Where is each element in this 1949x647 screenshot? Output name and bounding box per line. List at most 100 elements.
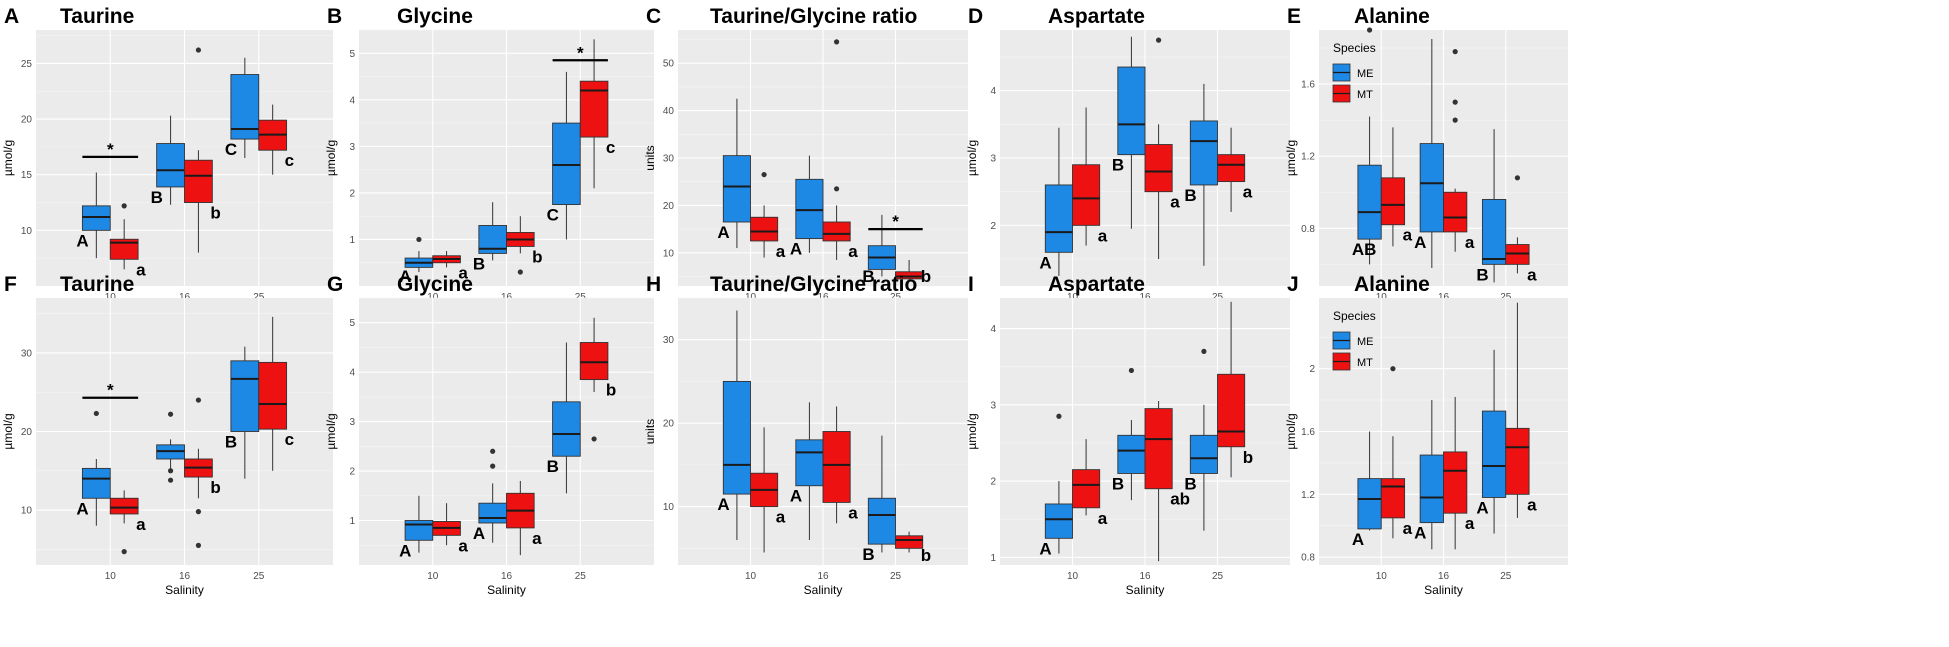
x-tick-label: 16	[179, 292, 191, 303]
box-me	[722, 310, 751, 540]
x-tick-label: 25	[253, 292, 265, 303]
legend-title: Species	[1333, 41, 1376, 55]
y-tick-label: 1	[349, 516, 355, 527]
group-letter: a	[1098, 509, 1108, 528]
panel-e: 0.81.21.6101625Salinityµmol/gEAlanineABa…	[1284, 5, 1568, 318]
box-mt	[1380, 366, 1406, 539]
group-letter: B	[1184, 186, 1196, 205]
y-axis-title: µmol/g	[965, 413, 979, 449]
outlier-point	[1366, 27, 1373, 33]
box-iqr	[867, 497, 896, 545]
box-iqr	[1044, 503, 1073, 539]
panel-h: 10 20 30 10 16 25 Salinity units H Taurine/Glycin…	[643, 273, 968, 597]
group-letter: B	[1184, 474, 1196, 493]
box-iqr	[1117, 434, 1146, 474]
outlier-point	[1452, 99, 1458, 105]
box-iqr	[1380, 177, 1406, 226]
group-letter: A	[717, 223, 729, 242]
panel-title: Taurine	[60, 5, 134, 28]
y-tick-label: 4	[990, 324, 996, 335]
group-letter: a	[1527, 495, 1537, 514]
x-tick-label: 16	[1438, 571, 1450, 582]
box-iqr	[81, 467, 111, 499]
box-mt	[1144, 400, 1173, 562]
panel-a: 10152025101625Salinityµmol/gATaurineAaBb…	[1, 5, 333, 318]
y-tick-label: 4	[349, 95, 355, 106]
x-tick-label: 25	[1500, 571, 1512, 582]
outlier-point	[121, 549, 127, 555]
box-iqr	[1505, 427, 1530, 495]
box-mt	[895, 259, 924, 282]
y-tick-label: 5	[349, 49, 355, 60]
outlier-point	[833, 186, 840, 192]
box-mt	[432, 251, 461, 268]
outlier-point	[1128, 367, 1135, 374]
box-iqr	[156, 143, 185, 188]
box-mt	[579, 39, 609, 189]
significance-star: *	[107, 381, 114, 400]
x-tick-label: 25	[890, 292, 902, 303]
legend-label: ME	[1357, 336, 1374, 348]
y-tick-label: 1.6	[1301, 80, 1315, 91]
panel-letter: B	[327, 5, 342, 28]
outlier-point	[167, 477, 174, 483]
y-tick-label: 2	[990, 221, 996, 232]
group-letter: a	[1403, 226, 1413, 245]
group-letter: b	[921, 267, 931, 286]
y-tick-label: 4	[349, 368, 355, 379]
y-tick-label: 2	[349, 188, 355, 199]
group-letter: c	[606, 138, 615, 157]
box-me	[552, 71, 581, 240]
panel-letter: E	[1287, 5, 1301, 28]
y-tick-label: 1.2	[1301, 152, 1315, 163]
box-me	[795, 402, 824, 540]
outlier-point	[1056, 413, 1062, 419]
y-tick-label: 10	[663, 502, 675, 513]
box-mt	[895, 531, 924, 553]
y-tick-label: 1.2	[1301, 490, 1315, 501]
group-letter: a	[848, 503, 858, 522]
group-letter: ab	[1170, 490, 1190, 509]
panel-letter: A	[4, 5, 19, 28]
x-tick-label: 16	[501, 571, 513, 582]
box-me	[1189, 348, 1218, 531]
box-iqr	[895, 271, 924, 280]
x-tick-label: 25	[575, 571, 587, 582]
x-tick-label: 16	[1139, 571, 1151, 582]
box-mt	[750, 427, 779, 553]
box-mt	[258, 316, 288, 471]
group-letter: A	[76, 499, 88, 518]
x-tick-label: 16	[817, 571, 829, 582]
x-tick-label: 25	[890, 571, 902, 582]
y-tick-label: 3	[990, 400, 996, 411]
box-me	[867, 435, 896, 553]
box-mt	[579, 317, 609, 442]
x-tick-label: 16	[179, 571, 191, 582]
box-mt	[822, 39, 851, 260]
group-letter: A	[1414, 524, 1426, 543]
group-letter: B	[547, 457, 559, 476]
group-letter: B	[151, 188, 163, 207]
outlier-point	[490, 448, 496, 454]
y-tick-label: 1.6	[1301, 427, 1315, 438]
y-tick-label: 20	[663, 419, 675, 430]
group-letter: A	[76, 231, 88, 250]
box-me	[81, 172, 111, 259]
group-letter: A	[1414, 233, 1426, 252]
panel-title: Taurine	[60, 273, 134, 296]
outlier-point	[167, 468, 174, 474]
group-letter: C	[225, 140, 237, 159]
group-letter: B	[473, 254, 485, 273]
group-letter: B	[1112, 474, 1124, 493]
box-iqr	[81, 205, 111, 231]
x-tick-label: 16	[501, 292, 513, 303]
group-letter: A	[1039, 539, 1051, 558]
box-me	[795, 155, 824, 253]
group-letter: a	[1527, 265, 1537, 284]
box-me	[230, 57, 260, 158]
y-axis-title: µmol/g	[1, 413, 15, 449]
box-me	[867, 214, 896, 277]
group-letter: A	[790, 240, 802, 259]
panel-f: 10 20 30 10 16 25 Salinity µmol/g F Taurine Aa b B c *	[1, 273, 333, 597]
